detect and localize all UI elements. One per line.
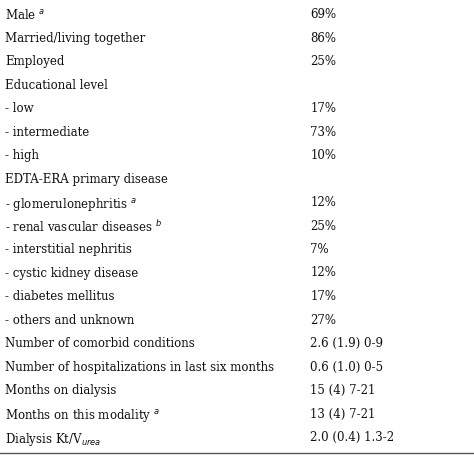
Text: - others and unknown: - others and unknown (5, 313, 134, 327)
Text: 13 (4) 7-21: 13 (4) 7-21 (310, 408, 376, 420)
Text: Married/living together: Married/living together (5, 31, 145, 45)
Text: 15 (4) 7-21: 15 (4) 7-21 (310, 384, 376, 397)
Text: 10%: 10% (310, 149, 337, 162)
Text: 25%: 25% (310, 55, 337, 68)
Text: - intermediate: - intermediate (5, 126, 89, 138)
Text: Male $^a$: Male $^a$ (5, 8, 45, 22)
Text: 27%: 27% (310, 313, 337, 327)
Text: - cystic kidney disease: - cystic kidney disease (5, 266, 138, 280)
Text: 2.0 (0.4) 1.3-2: 2.0 (0.4) 1.3-2 (310, 431, 394, 444)
Text: - renal vascular diseases $^b$: - renal vascular diseases $^b$ (5, 219, 162, 236)
Text: Number of hospitalizations in last six months: Number of hospitalizations in last six m… (5, 361, 274, 374)
Text: - diabetes mellitus: - diabetes mellitus (5, 290, 115, 303)
Text: - glomerulonephritis $^a$: - glomerulonephritis $^a$ (5, 196, 137, 213)
Text: 0.6 (1.0) 0-5: 0.6 (1.0) 0-5 (310, 361, 383, 374)
Text: 86%: 86% (310, 31, 337, 45)
Text: 17%: 17% (310, 102, 337, 115)
Text: 12%: 12% (310, 196, 337, 209)
Text: Employed: Employed (5, 55, 64, 68)
Text: - low: - low (5, 102, 34, 115)
Text: Dialysis Kt/V$_{urea}$: Dialysis Kt/V$_{urea}$ (5, 431, 101, 448)
Text: Educational level: Educational level (5, 79, 108, 91)
Text: 73%: 73% (310, 126, 337, 138)
Text: - high: - high (5, 149, 39, 162)
Text: - interstitial nephritis: - interstitial nephritis (5, 243, 132, 256)
Text: Number of comorbid conditions: Number of comorbid conditions (5, 337, 195, 350)
Text: 25%: 25% (310, 219, 337, 233)
Text: 69%: 69% (310, 8, 337, 21)
Text: 17%: 17% (310, 290, 337, 303)
Text: 2.6 (1.9) 0-9: 2.6 (1.9) 0-9 (310, 337, 383, 350)
Text: 12%: 12% (310, 266, 337, 280)
Text: Months on this modality $^a$: Months on this modality $^a$ (5, 408, 160, 425)
Text: Months on dialysis: Months on dialysis (5, 384, 117, 397)
Text: 7%: 7% (310, 243, 329, 256)
Text: EDTA-ERA primary disease: EDTA-ERA primary disease (5, 173, 168, 185)
